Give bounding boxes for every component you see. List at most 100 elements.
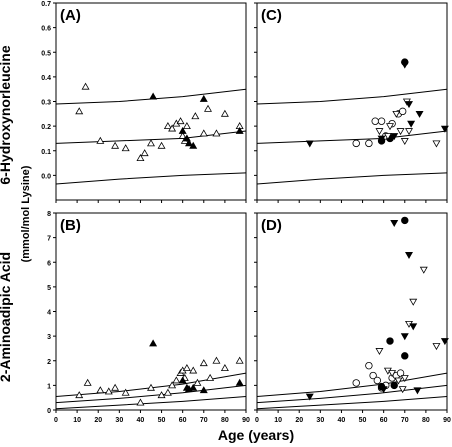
data-point-circle-open xyxy=(352,379,360,387)
panels-group: (A)0.00.10.20.30.40.50.60.7(C)(B)0 10 20 30… xyxy=(41,1,451,424)
panel-b: (B) 0 10 20 30 40 50 60 70 80 90 0 1 2 3 4 5 6 7 8 xyxy=(47,211,250,424)
data-point-triangle-down-open xyxy=(398,386,407,394)
x-tick-label: 80 xyxy=(422,417,430,424)
data-point-circle-filled xyxy=(386,337,394,345)
x-tick-label: 90 xyxy=(443,417,451,424)
data-point-circle-open xyxy=(369,371,377,380)
reference-curve xyxy=(256,172,448,185)
y-tick-label: 7 xyxy=(47,236,51,243)
y-tick-label: 3 xyxy=(47,334,51,341)
data-point-triangle-up-filled xyxy=(235,378,244,386)
reference-curve xyxy=(256,130,448,144)
data-point-triangle-up-open xyxy=(199,129,208,137)
data-point-triangle-down-open xyxy=(386,123,394,131)
x-tick-label: 30 xyxy=(115,417,123,424)
data-point-triangle-down-filled xyxy=(409,323,418,331)
data-point-triangle-down-open xyxy=(432,343,441,351)
data-point-triangle-down-open xyxy=(375,348,384,356)
data-point-triangle-up-filled xyxy=(199,94,208,102)
data-point-triangle-down-filled xyxy=(379,386,388,394)
panel-d: (D) 0 10 20 30 40 50 60 70 80 90 xyxy=(254,212,451,424)
data-point-triangle-up-filled xyxy=(178,376,187,384)
panel-frame xyxy=(55,212,247,411)
y-tick-label: 4 xyxy=(47,310,51,317)
y-tick-label: 6 xyxy=(47,260,51,267)
row-label-bottom: 2-Aminoadipic Acid xyxy=(0,252,13,382)
reference-curve xyxy=(256,396,448,410)
data-point-triangle-up-open xyxy=(178,131,187,139)
data-point-triangle-down-open xyxy=(388,370,397,378)
panel-frame xyxy=(256,212,448,411)
panel-label: (D) xyxy=(261,217,282,234)
data-point-triangle-down-open xyxy=(394,377,403,385)
data-point-triangle-down-filled xyxy=(407,120,416,128)
data-point-triangle-up-open xyxy=(172,376,181,384)
panel-label: (A) xyxy=(60,7,81,24)
y-tick-label: 0.3 xyxy=(41,100,51,107)
data-point-triangle-down-filled xyxy=(305,393,314,401)
data-point-triangle-down-filled xyxy=(415,110,424,118)
data-point-triangle-down-open xyxy=(396,128,405,136)
x-tick-label: 70 xyxy=(401,417,409,424)
data-point-triangle-up-open xyxy=(163,122,172,130)
data-point-triangle-up-filled xyxy=(149,339,158,347)
y-tick-label: 8 xyxy=(47,211,51,218)
data-point-triangle-up-open xyxy=(96,136,105,144)
data-point-triangle-down-open xyxy=(419,266,428,274)
data-point-triangle-up-open xyxy=(157,141,166,149)
y-tick-label: 2 xyxy=(47,359,51,366)
data-point-triangle-up-filled xyxy=(235,126,244,134)
data-point-triangle-down-filled xyxy=(440,338,449,346)
data-point-circle-open xyxy=(373,376,382,385)
y-tick-label: 0.5 xyxy=(41,50,51,57)
data-point-triangle-up-open xyxy=(168,381,177,389)
data-point-triangle-down-filled xyxy=(400,61,409,69)
panel-c: (C) xyxy=(254,2,449,203)
data-point-triangle-up-filled xyxy=(182,134,191,142)
data-point-triangle-up-open xyxy=(147,139,155,147)
data-point-triangle-up-open xyxy=(182,122,191,130)
data-point-triangle-up-filled xyxy=(178,126,187,134)
data-point-triangle-up-filled xyxy=(199,386,208,394)
x-tick-label: 90 xyxy=(242,417,250,424)
data-point-triangle-up-open xyxy=(182,364,191,372)
y-tick-label: 0.4 xyxy=(41,75,51,82)
panel-label: (C) xyxy=(261,7,282,24)
data-point-triangle-up-open xyxy=(81,82,90,90)
data-point-triangle-up-filled xyxy=(189,383,198,391)
x-tick-label: 80 xyxy=(221,417,229,424)
data-point-triangle-up-open xyxy=(189,366,198,374)
x-tick-label: 40 xyxy=(338,417,346,424)
data-point-triangle-up-open xyxy=(111,141,120,149)
data-point-triangle-up-open xyxy=(111,383,120,391)
data-point-triangle-up-open xyxy=(220,364,229,372)
x-tick-label: 40 xyxy=(137,417,145,424)
y-tick-label: 0 xyxy=(47,408,51,415)
data-point-triangle-up-open xyxy=(140,149,149,157)
data-point-triangle-up-open xyxy=(212,356,221,364)
data-point-triangle-up-open xyxy=(235,356,244,364)
data-point-triangle-down-filled xyxy=(390,219,399,227)
data-point-triangle-up-filled xyxy=(189,141,198,149)
data-point-circle-open xyxy=(371,117,379,125)
data-point-triangle-down-open xyxy=(432,140,441,148)
x-tick-label: 10 xyxy=(73,417,81,424)
data-point-circle-open xyxy=(352,139,360,148)
data-point-triangle-up-open xyxy=(204,104,212,112)
data-point-triangle-up-open xyxy=(199,359,208,367)
data-point-triangle-down-filled xyxy=(305,140,314,148)
data-point-triangle-up-open xyxy=(147,383,155,391)
x-tick-label: 20 xyxy=(94,417,102,424)
data-point-triangle-up-open xyxy=(193,378,202,386)
data-point-triangle-up-open xyxy=(163,388,172,396)
data-point-triangle-up-open xyxy=(75,391,84,399)
data-point-circle-open xyxy=(396,369,405,377)
reference-curve xyxy=(55,172,247,185)
data-point-triangle-up-open xyxy=(83,378,92,386)
data-point-circle-open xyxy=(398,107,407,116)
y-tick-label: 0.7 xyxy=(41,1,51,8)
x-tick-label: 20 xyxy=(295,417,303,424)
x-axis-label: Age (years) xyxy=(218,427,294,443)
data-point-circle-open xyxy=(365,361,373,370)
